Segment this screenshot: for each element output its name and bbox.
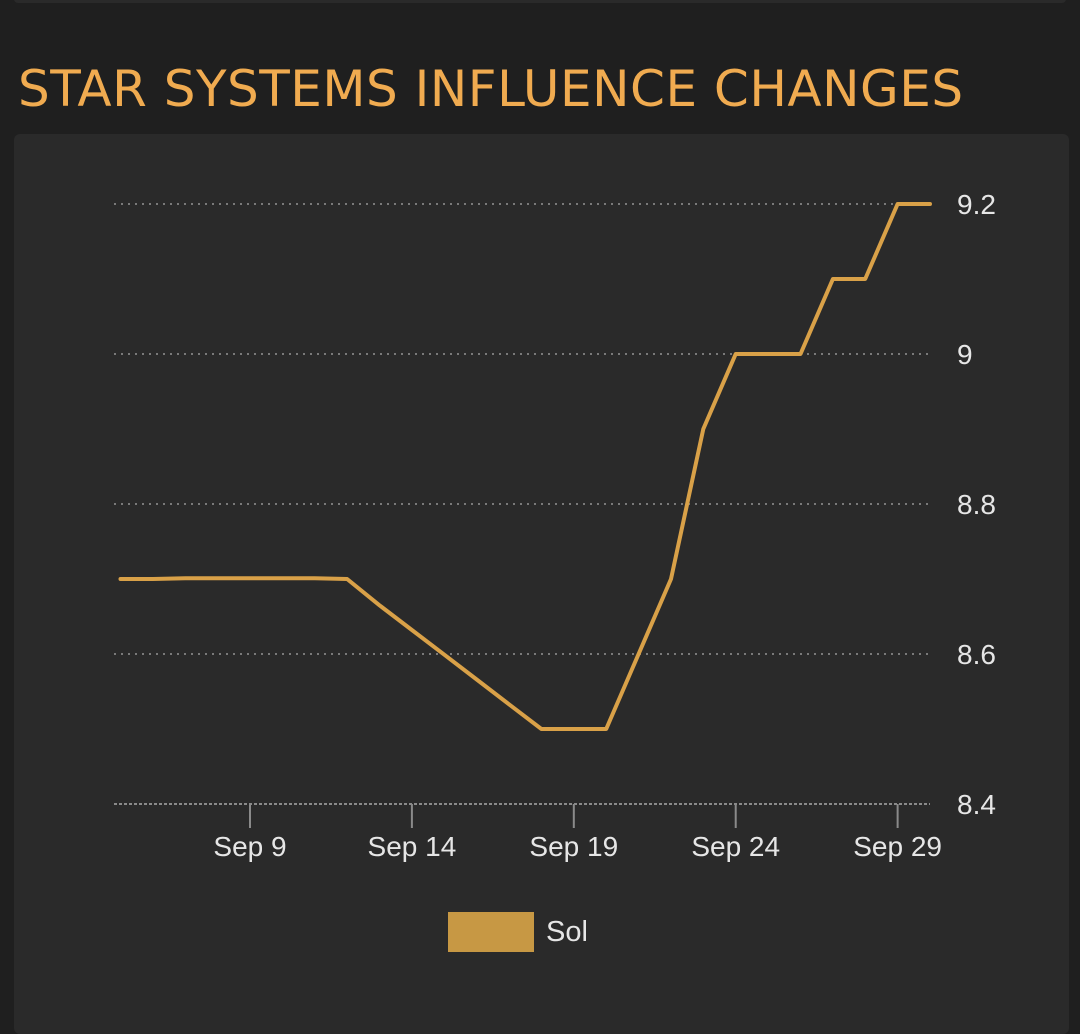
legend[interactable]: Sol [448, 912, 588, 952]
grid-lines [114, 203, 930, 655]
legend-swatch-sol[interactable] [448, 912, 534, 952]
series-layer [118, 202, 932, 731]
legend-label-sol[interactable]: Sol [546, 915, 588, 948]
x-tick-label: Sep 14 [368, 831, 457, 862]
y-tick-label: 9.2 [957, 189, 996, 220]
y-tick-label: 9 [957, 339, 973, 370]
x-tick-label: Sep 24 [691, 831, 780, 862]
x-tick-label: Sep 19 [529, 831, 618, 862]
previous-card [14, 0, 1066, 3]
y-axis: 8.4 8.6 8.8 9 9.2 [957, 189, 996, 820]
x-axis [114, 803, 930, 828]
chart-card [14, 134, 1069, 1034]
x-tick-label: Sep 29 [853, 831, 942, 862]
series-line-sol[interactable] [118, 202, 932, 731]
y-tick-label: 8.8 [957, 489, 996, 520]
y-tick-label: 8.4 [957, 789, 996, 820]
section-title: STAR SYSTEMS INFLUENCE CHANGES [18, 60, 964, 118]
y-tick-label: 8.6 [957, 639, 996, 670]
x-tick-label: Sep 9 [213, 831, 286, 862]
x-tick-labels: Sep 9 Sep 14 Sep 19 Sep 24 Sep 29 [213, 831, 942, 862]
